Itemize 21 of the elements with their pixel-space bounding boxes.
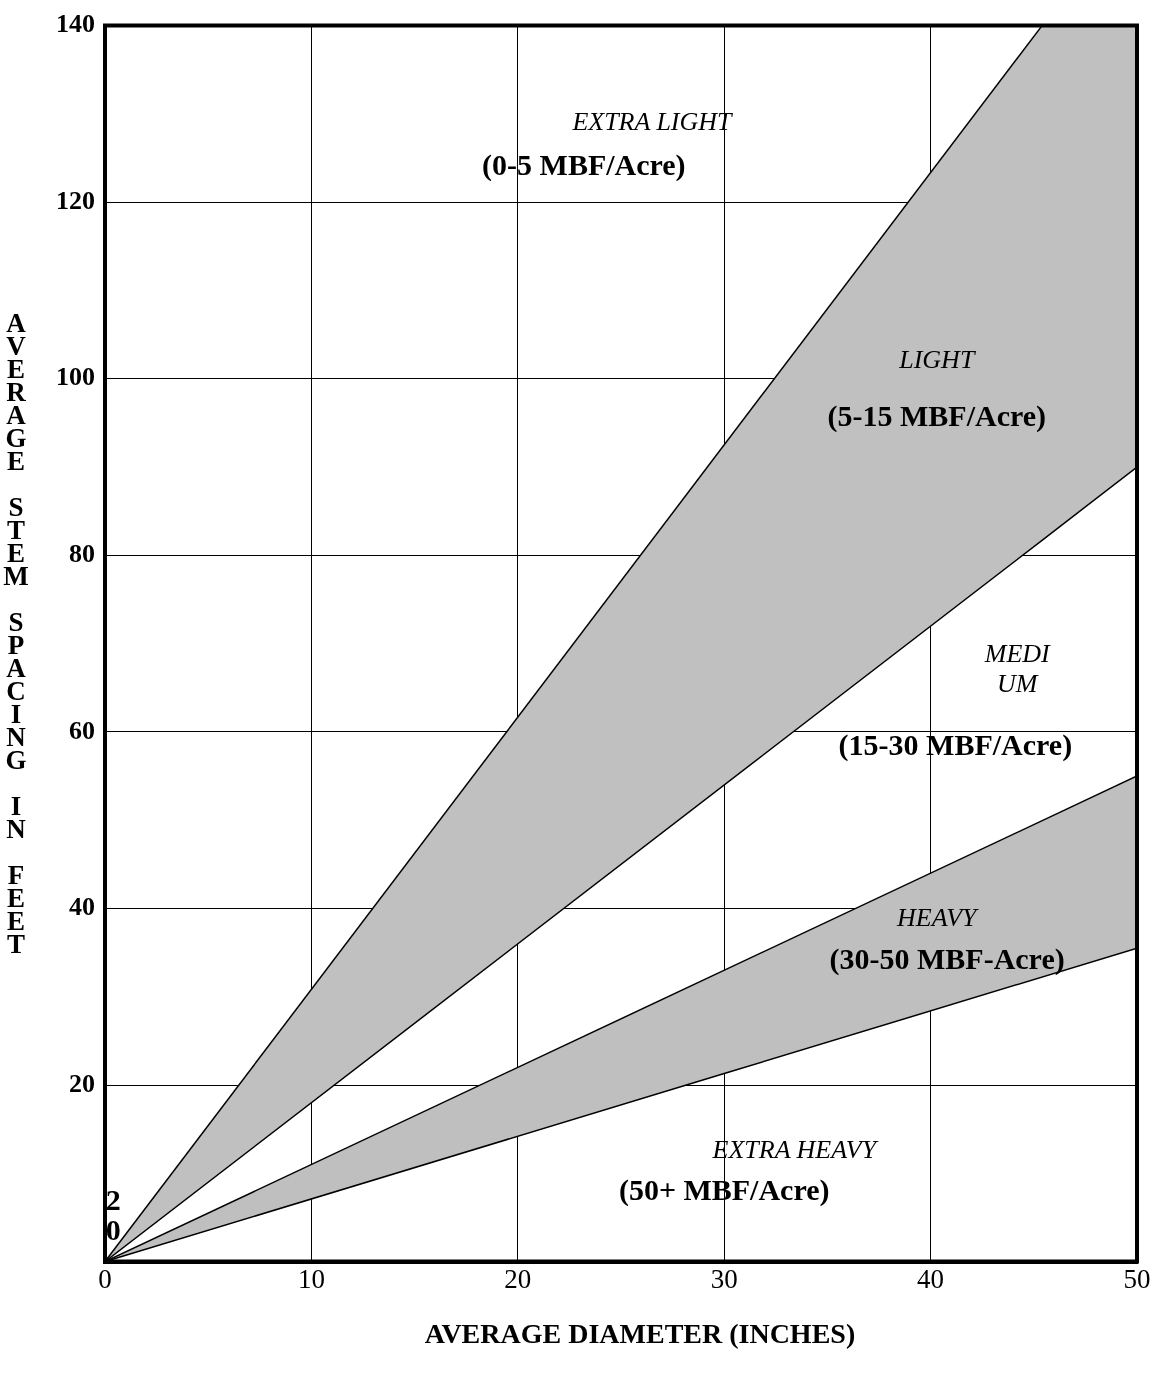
y-tick-label: 40: [69, 892, 95, 922]
y-tick-label: 140: [56, 9, 95, 39]
annotation: LIGHT: [898, 344, 976, 374]
x-tick-label: 30: [710, 1263, 738, 1294]
y-tick-label: 120: [56, 185, 95, 215]
annotation: MEDI UM: [983, 638, 1052, 698]
annotation: (5-15 MBF/Acre): [827, 399, 1047, 434]
y-tick-label: 60: [69, 715, 95, 745]
annotation: HEAVY: [896, 902, 980, 932]
x-tick-label: 40: [917, 1263, 945, 1294]
annotation: 2 0: [105, 1183, 121, 1247]
x-tick-label: 20: [504, 1263, 532, 1294]
y-tick-label: 20: [69, 1068, 95, 1098]
x-axis-title: AVERAGE DIAMETER (INCHES): [423, 1318, 857, 1350]
x-tick-label: 0: [98, 1263, 112, 1294]
x-tick-label: 10: [297, 1263, 325, 1294]
x-tick-label: 50: [1123, 1263, 1151, 1294]
y-axis-title: AVERAGE STEM SPACING IN FEET: [0, 307, 32, 955]
y-tick-label: 80: [69, 539, 95, 569]
y-tick-label: 100: [56, 362, 95, 392]
annotation: (30-50 MBF-Acre): [829, 942, 1065, 977]
